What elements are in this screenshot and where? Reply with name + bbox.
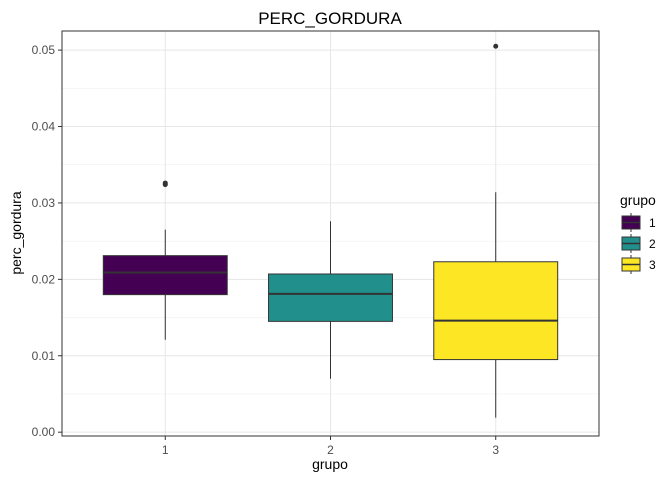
y-tick-label: 0.00	[32, 425, 56, 439]
x-tick-label: 2	[327, 443, 334, 457]
legend-item-label: 1	[649, 216, 656, 230]
outlier-point	[162, 180, 168, 186]
legend-title: grupo	[620, 192, 656, 208]
box-group-1	[102, 180, 228, 340]
box-group-3	[433, 43, 559, 418]
legend-item-3: 3	[621, 255, 656, 274]
axis-layer: 0.00 0.01 0.02 0.03 0.04 0.05 1 2 3	[32, 43, 500, 457]
y-tick-label: 0.02	[32, 272, 56, 286]
box-group-2	[268, 221, 393, 379]
y-axis-label: perc_gordura	[8, 191, 24, 274]
x-tick-label: 3	[492, 443, 499, 457]
legend-items: 1 2 3	[621, 213, 656, 274]
y-tick-label: 0.04	[32, 120, 56, 134]
box-iqr	[102, 255, 228, 296]
legend-item-label: 2	[649, 237, 656, 251]
legend-item-2: 2	[621, 234, 656, 253]
box-iqr	[268, 273, 393, 322]
legend-item-label: 3	[649, 258, 656, 272]
x-axis-label: grupo	[312, 456, 348, 472]
y-tick-label: 0.03	[32, 196, 56, 210]
legend-item-1: 1	[621, 213, 656, 232]
y-tick-label: 0.05	[32, 43, 56, 57]
outlier-point	[493, 43, 499, 49]
box-layer	[102, 43, 559, 418]
chart-title: PERC_GORDURA	[258, 9, 402, 28]
box-iqr	[433, 261, 559, 361]
legend: grupo 1 2 3	[620, 192, 656, 274]
x-tick-label: 1	[162, 443, 169, 457]
y-tick-label: 0.01	[32, 349, 56, 363]
